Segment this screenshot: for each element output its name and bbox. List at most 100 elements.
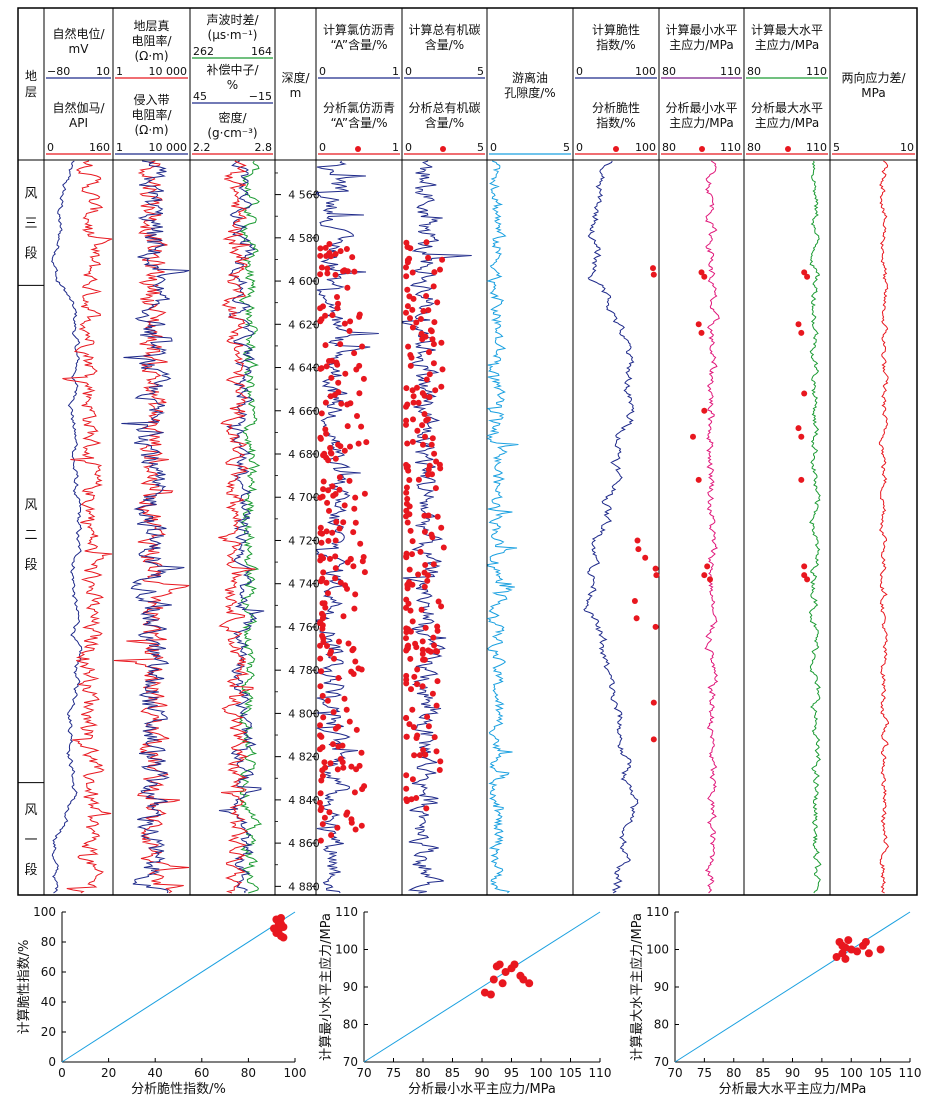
shmax-title-meas-shmax: 分析最大水平 bbox=[751, 101, 823, 115]
meas-a-dot bbox=[350, 671, 357, 677]
meas-toc-dot bbox=[432, 387, 439, 394]
meas-a-dot bbox=[347, 556, 354, 563]
meas-a-scale-max: 1 bbox=[392, 141, 399, 154]
calc-shmin-scale-max: 110 bbox=[720, 65, 741, 78]
crossplot-y-tick-label: 80 bbox=[343, 1018, 358, 1032]
crossplot-y-tick-label: 110 bbox=[646, 905, 669, 919]
shmin-title-meas-shmin: 主应力/MPa bbox=[669, 115, 733, 130]
ac-title-ac: 声波时差/ bbox=[206, 13, 259, 27]
meas-toc-dot bbox=[417, 752, 423, 759]
meas-a-dot bbox=[359, 786, 366, 793]
rt-scale-max: 10 000 bbox=[149, 65, 188, 78]
meas-toc-dot bbox=[421, 583, 428, 590]
meas-toc-dot bbox=[423, 805, 430, 812]
meas-toc-dot bbox=[403, 676, 410, 683]
meas-a-dot bbox=[324, 643, 330, 649]
crossplot-y-tick-label: 70 bbox=[343, 1055, 358, 1069]
crossplot-point bbox=[832, 953, 841, 961]
meas-toc-dot bbox=[404, 581, 411, 588]
crossplot-point bbox=[498, 979, 507, 988]
meas-shmax-scale-min: 80 bbox=[747, 141, 761, 154]
meas-a-dot bbox=[319, 530, 326, 537]
meas-a-dot bbox=[332, 537, 339, 544]
meas-a-dot bbox=[318, 539, 325, 546]
meas-a-dot bbox=[353, 366, 360, 373]
meas-a-dot bbox=[355, 440, 362, 447]
meas-toc-dot bbox=[430, 561, 437, 568]
meas-a-dot bbox=[332, 455, 339, 462]
meas-a-dot bbox=[317, 620, 324, 627]
meas-toc-dot bbox=[411, 752, 418, 759]
meas-toc-dot bbox=[409, 269, 416, 276]
meas-toc-dot bbox=[425, 723, 432, 730]
meas-shmax-dot bbox=[798, 433, 805, 440]
meas-toc-dot bbox=[403, 604, 409, 611]
meas-shmax-dot bbox=[798, 329, 805, 336]
sp-curve bbox=[51, 160, 83, 894]
meas-a-dot bbox=[352, 519, 359, 526]
layer-header: 层 bbox=[25, 85, 37, 99]
shmax-title-calc-shmax: 计算最大水平 bbox=[751, 22, 823, 37]
meas-a-scale-min: 0 bbox=[319, 141, 326, 154]
crossplot-x-tick-label: 95 bbox=[814, 1066, 829, 1080]
meas-toc-dot bbox=[423, 376, 430, 383]
meas-a-dot bbox=[353, 726, 360, 733]
meas-a-dot bbox=[341, 320, 348, 327]
bi-legend-dot bbox=[613, 146, 619, 152]
ac-curve bbox=[238, 160, 263, 894]
meas-shmin-dot bbox=[701, 572, 708, 579]
meas-a-dot bbox=[328, 832, 335, 839]
meas-a-dot bbox=[358, 822, 365, 829]
meas-a-dot bbox=[351, 505, 358, 512]
meas-a-dot bbox=[348, 816, 355, 823]
meas-bi-dot bbox=[650, 271, 657, 278]
ac-title-cnl: % bbox=[227, 78, 238, 92]
meas-toc-dot bbox=[415, 571, 422, 578]
meas-a-dot bbox=[327, 555, 333, 562]
den-scale-max: 2.8 bbox=[255, 141, 273, 154]
meas-toc-dot bbox=[407, 607, 414, 614]
meas-a-dot bbox=[346, 328, 353, 334]
meas-a-dot bbox=[335, 723, 342, 730]
phi-scale-max: 5 bbox=[563, 141, 570, 154]
crossplot-x-tick-label: 95 bbox=[504, 1066, 519, 1080]
meas-a-dot bbox=[322, 342, 329, 349]
meas-toc-dot bbox=[438, 603, 445, 610]
meas-a-dot bbox=[317, 435, 324, 442]
meas-toc-dot bbox=[430, 283, 437, 290]
meas-shmax-dot bbox=[804, 576, 811, 583]
meas-a-dot bbox=[341, 695, 348, 702]
meas-toc-dot bbox=[439, 366, 446, 373]
meas-a-dot bbox=[356, 762, 363, 769]
meas-a-dot bbox=[352, 591, 359, 598]
meas-a-dot bbox=[363, 439, 370, 446]
meas-a-dot bbox=[326, 507, 332, 514]
meas-toc-dot bbox=[425, 254, 432, 261]
meas-toc-dot bbox=[403, 772, 410, 779]
meas-toc-dot bbox=[433, 648, 439, 654]
meas-toc-dot bbox=[423, 417, 430, 424]
meas-toc-dot bbox=[431, 319, 438, 326]
meas-a-dot bbox=[340, 268, 346, 275]
meas-bi-dot bbox=[652, 565, 659, 572]
cnl-curve bbox=[218, 160, 265, 894]
toc-title-meas-toc: 含量/% bbox=[425, 115, 464, 130]
meas-a-dot bbox=[332, 271, 339, 278]
meas-toc-dot bbox=[407, 527, 414, 534]
meas-a-dot bbox=[318, 668, 325, 675]
crossplot-xlabel: 分析脆性指数/% bbox=[131, 1081, 226, 1097]
meas-toc-dot bbox=[404, 303, 411, 310]
log-frame bbox=[17, 7, 918, 896]
layer-header: 地 bbox=[25, 69, 37, 83]
shmin-title-calc-shmin: 计算最小水平 bbox=[665, 22, 737, 37]
meas-a-dot bbox=[327, 449, 334, 456]
calc-a-scale-min: 0 bbox=[319, 65, 326, 78]
meas-toc-dot bbox=[429, 534, 436, 541]
formation-label: 一 bbox=[24, 833, 37, 848]
crossplot-point bbox=[876, 945, 885, 954]
crossplot-point bbox=[277, 914, 285, 922]
meas-toc-dot bbox=[422, 433, 428, 440]
meas-a-dot bbox=[330, 741, 336, 748]
meas-toc-dot bbox=[420, 308, 427, 314]
meas-a-dot bbox=[339, 759, 346, 766]
